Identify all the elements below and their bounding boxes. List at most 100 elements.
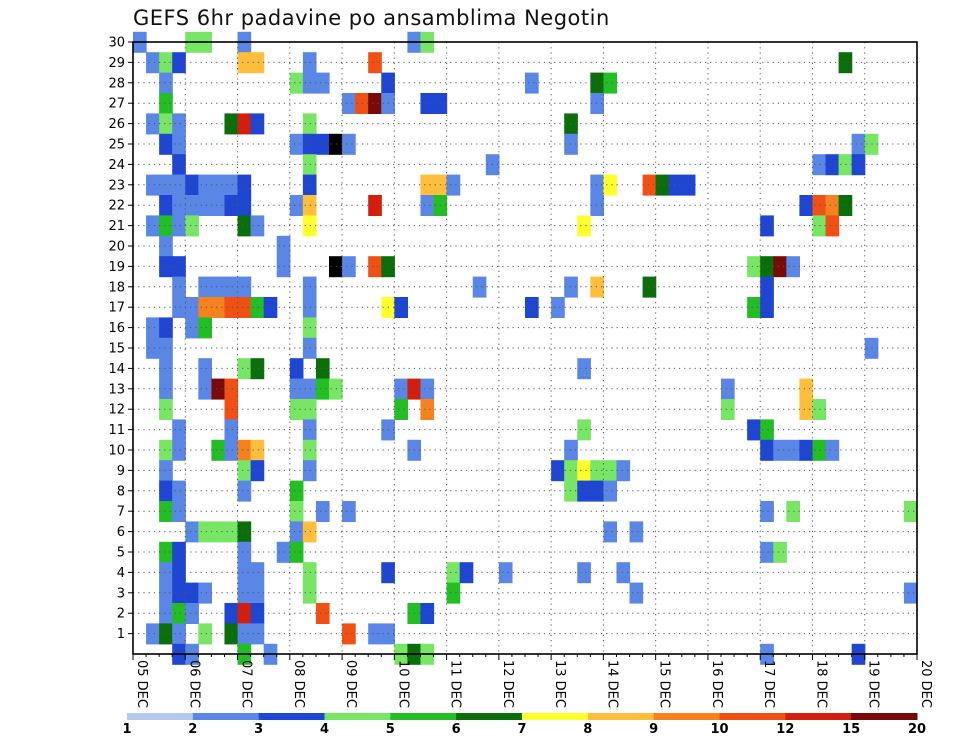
precip-cell bbox=[747, 419, 761, 441]
precip-cell bbox=[159, 52, 173, 74]
precip-cell bbox=[302, 195, 317, 216]
precip-cell bbox=[146, 215, 160, 237]
precip-cell bbox=[315, 358, 330, 380]
grid-lines bbox=[133, 42, 917, 654]
precip-cell bbox=[760, 439, 774, 461]
precip-cell bbox=[185, 582, 199, 604]
precip-cell bbox=[760, 501, 774, 522]
colorbar-label: 4 bbox=[320, 722, 329, 737]
precip-cell bbox=[799, 399, 814, 420]
precip-cell bbox=[812, 154, 827, 176]
precip-cell bbox=[760, 297, 774, 318]
y-tick-label: 6 bbox=[117, 525, 125, 540]
precip-cell bbox=[302, 113, 317, 135]
precip-cell bbox=[302, 460, 317, 482]
precip-cell bbox=[159, 337, 173, 359]
precip-cell bbox=[577, 480, 591, 502]
precip-cell bbox=[159, 439, 173, 461]
precip-cell bbox=[211, 276, 226, 298]
y-tick-label: 22 bbox=[108, 199, 125, 214]
y-tick-label: 28 bbox=[108, 76, 125, 91]
precip-cell bbox=[224, 419, 239, 441]
precip-cell bbox=[603, 480, 618, 502]
precip-cell bbox=[577, 460, 591, 482]
precip-cell bbox=[799, 195, 814, 216]
precip-cell bbox=[302, 439, 317, 461]
precip-cell bbox=[172, 174, 186, 196]
colorbar-swatch bbox=[456, 713, 523, 720]
precip-cell bbox=[472, 276, 487, 298]
precip-cell bbox=[342, 256, 356, 278]
x-tick-label: 14 DEC bbox=[604, 660, 619, 708]
colorbar-label: 15 bbox=[842, 722, 860, 737]
precip-cell bbox=[172, 52, 186, 74]
x-tick-label: 18 DEC bbox=[813, 660, 828, 708]
precip-cell bbox=[315, 72, 330, 94]
precip-cell bbox=[159, 501, 173, 522]
precip-cell bbox=[237, 113, 252, 135]
precip-cell bbox=[224, 113, 239, 135]
precip-cell bbox=[721, 399, 735, 420]
precip-cell bbox=[263, 297, 278, 318]
precip-cell bbox=[590, 195, 604, 216]
colorbar-label: 3 bbox=[254, 722, 263, 737]
precip-cell bbox=[302, 72, 317, 94]
precip-cell bbox=[276, 541, 291, 563]
precip-cell bbox=[172, 276, 186, 298]
precip-cell bbox=[564, 276, 578, 298]
precip-cell bbox=[420, 195, 435, 216]
precip-cell bbox=[564, 113, 578, 135]
precip-cell bbox=[224, 174, 239, 196]
precip-cell bbox=[420, 174, 435, 196]
precip-cell bbox=[302, 582, 317, 604]
precip-cell bbox=[760, 541, 774, 563]
precip-cell bbox=[760, 276, 774, 298]
y-tick-label: 14 bbox=[108, 362, 125, 377]
x-tick-label: 13 DEC bbox=[552, 660, 567, 708]
precip-cell bbox=[198, 276, 212, 298]
y-tick-label: 20 bbox=[108, 240, 125, 255]
precip-cell bbox=[159, 72, 173, 94]
precip-cell bbox=[237, 521, 252, 543]
precip-cell bbox=[172, 154, 186, 176]
y-tick-label: 10 bbox=[108, 444, 125, 459]
precip-cell bbox=[420, 378, 435, 400]
precip-cell bbox=[172, 297, 186, 318]
precip-cell bbox=[237, 460, 252, 482]
precip-cell bbox=[237, 562, 252, 584]
precip-cell bbox=[642, 174, 657, 196]
precip-cell bbox=[159, 480, 173, 502]
precip-cell bbox=[603, 72, 618, 94]
precip-cell bbox=[590, 174, 604, 196]
precip-cell bbox=[198, 378, 212, 400]
precip-cell bbox=[616, 460, 631, 482]
precip-cell bbox=[302, 154, 317, 176]
precip-cell bbox=[146, 337, 160, 359]
precip-cell bbox=[237, 174, 252, 196]
precip-cell bbox=[198, 297, 212, 318]
precip-cell bbox=[525, 297, 539, 318]
y-tick-label: 1 bbox=[117, 627, 125, 642]
chart-title: GEFS 6hr padavine po ansamblima Negotin bbox=[133, 6, 610, 30]
precip-cell bbox=[185, 603, 199, 624]
precip-cell bbox=[668, 174, 683, 196]
colorbar-swatch bbox=[324, 713, 391, 720]
precip-cell bbox=[172, 582, 186, 604]
precip-cell bbox=[786, 501, 800, 522]
precip-cell bbox=[224, 297, 239, 318]
y-tick-label: 26 bbox=[108, 117, 125, 132]
precip-cell bbox=[498, 562, 513, 584]
precip-cell bbox=[159, 460, 173, 482]
y-tick-label: 5 bbox=[117, 546, 125, 561]
precip-cell bbox=[551, 460, 565, 482]
precip-cell bbox=[211, 297, 226, 318]
precip-cell bbox=[289, 399, 304, 420]
precip-cell bbox=[159, 256, 173, 278]
precip-cell bbox=[211, 195, 226, 216]
precip-cell bbox=[146, 174, 160, 196]
precip-cell bbox=[289, 521, 304, 543]
precip-cell bbox=[342, 623, 356, 645]
y-tick-label: 8 bbox=[117, 484, 125, 499]
precip-cell bbox=[211, 378, 226, 400]
precip-cell bbox=[525, 72, 539, 94]
